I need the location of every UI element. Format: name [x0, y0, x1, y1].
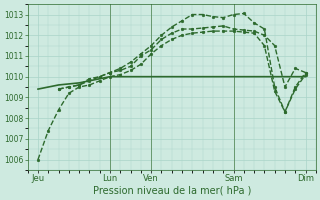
X-axis label: Pression niveau de la mer( hPa ): Pression niveau de la mer( hPa )	[92, 186, 251, 196]
